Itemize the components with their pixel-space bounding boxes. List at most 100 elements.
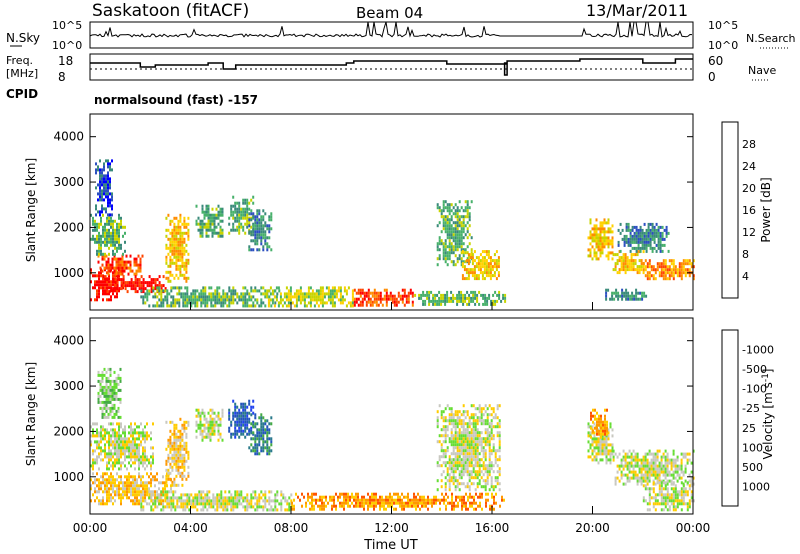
power-cell	[389, 291, 392, 295]
velocity-cell	[260, 446, 263, 450]
power-cell	[218, 298, 221, 302]
velocity-cell	[349, 495, 351, 499]
velocity-cell	[486, 407, 489, 411]
velocity-cell	[454, 485, 457, 489]
power-cell	[644, 265, 647, 269]
power-cell	[462, 296, 465, 300]
power-cell	[107, 192, 109, 196]
velocity-cell	[169, 444, 172, 448]
velocity-cell	[234, 499, 237, 503]
power-cell	[172, 301, 175, 305]
power-cell	[115, 269, 118, 273]
power-cell	[110, 243, 112, 247]
velocity-cell	[270, 490, 273, 494]
power-cell	[102, 286, 104, 290]
velocity-cell	[224, 499, 227, 503]
velocity-cell	[470, 455, 473, 459]
power-cell	[424, 299, 427, 303]
velocity-cell	[120, 452, 122, 456]
velocity-cell	[126, 467, 128, 471]
power-cell	[203, 210, 206, 214]
power-cell	[405, 300, 408, 304]
power-cell	[207, 210, 210, 214]
velocity-cell	[236, 502, 239, 506]
velocity-cell	[252, 423, 255, 427]
power-cell	[327, 292, 330, 296]
velocity-cell	[266, 428, 269, 432]
power-cell	[436, 206, 439, 210]
power-cell	[203, 225, 206, 229]
power-cell	[597, 239, 600, 243]
velocity-cell	[462, 455, 465, 459]
velocity-cell	[103, 400, 106, 404]
velocity-cell	[142, 446, 144, 450]
velocity-cell	[169, 465, 172, 469]
power-cell	[436, 257, 439, 261]
power-cell	[672, 259, 675, 263]
velocity-cell	[110, 499, 112, 503]
power-cell	[496, 299, 499, 303]
power-cell	[258, 233, 261, 237]
velocity-cell	[460, 443, 463, 447]
power-cell	[458, 299, 461, 303]
velocity-cell	[256, 422, 259, 426]
power-blob	[140, 286, 281, 308]
power-cell	[162, 301, 165, 305]
power-colorbar-tick-label: 24	[742, 160, 756, 173]
power-cell	[345, 292, 348, 296]
power-cell	[327, 286, 330, 290]
velocity-cell	[132, 434, 134, 438]
power-cell	[256, 221, 259, 225]
power-cell	[179, 273, 182, 277]
velocity-cell	[450, 464, 453, 468]
power-cell	[246, 219, 249, 223]
power-cell	[607, 257, 610, 261]
power-cell	[187, 258, 190, 262]
power-cell	[611, 297, 614, 301]
velocity-cell	[468, 437, 471, 441]
power-cell	[179, 264, 182, 268]
velocity-cell	[142, 437, 144, 441]
power-cell	[169, 273, 172, 277]
velocity-cell	[468, 476, 471, 480]
velocity-cell	[160, 499, 163, 503]
power-cell	[254, 242, 257, 246]
velocity-cell	[460, 422, 463, 426]
velocity-cell	[170, 490, 173, 494]
power-cell	[485, 250, 488, 254]
velocity-cell	[244, 417, 247, 421]
velocity-cell	[468, 461, 471, 465]
velocity-cell	[238, 502, 241, 506]
velocity-cell	[117, 397, 120, 401]
power-cell	[692, 259, 695, 263]
power-cell	[252, 248, 255, 252]
velocity-cell	[482, 413, 485, 417]
velocity-cell	[150, 446, 152, 450]
velocity-cell	[144, 440, 146, 444]
velocity-cell	[116, 478, 118, 482]
velocity-cell	[177, 462, 180, 466]
power-cell	[105, 186, 107, 190]
velocity-cell	[455, 495, 457, 499]
velocity-cell	[116, 431, 118, 435]
power-cell	[397, 300, 400, 304]
velocity-blob	[97, 367, 122, 419]
velocity-cell	[122, 443, 124, 447]
power-cell	[595, 245, 598, 249]
power-cell	[498, 296, 501, 300]
velocity-cell	[460, 413, 463, 417]
velocity-cell	[164, 490, 167, 494]
power-cell	[204, 298, 207, 302]
velocity-cell	[409, 498, 411, 502]
power-cell	[460, 227, 463, 231]
velocity-cell	[444, 485, 447, 489]
power-cell	[485, 259, 488, 263]
velocity-cell	[311, 501, 313, 505]
power-cell	[670, 259, 673, 263]
power-cell	[118, 289, 120, 293]
power-cell	[270, 304, 273, 308]
power-cell	[200, 301, 203, 305]
power-cell	[607, 254, 610, 258]
velocity-cell	[444, 407, 447, 411]
velocity-cell	[213, 411, 216, 415]
